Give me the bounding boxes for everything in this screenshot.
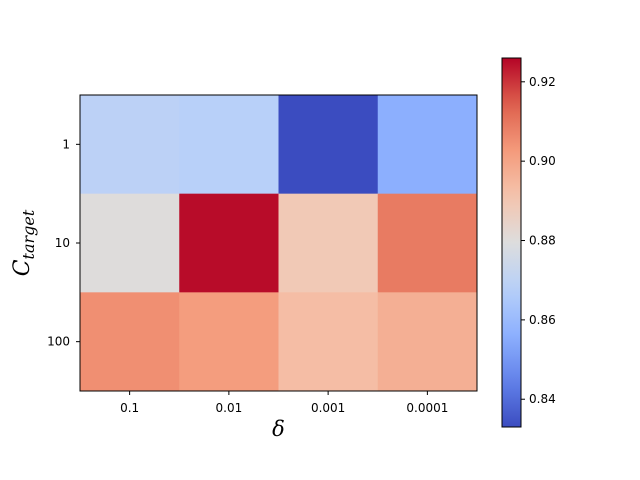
heatmap-cell-r0-c0	[80, 95, 180, 195]
heatmap-cell-r2-c1	[179, 292, 279, 392]
heatmap-cells	[80, 95, 478, 392]
y-axis-ticks: 1 10 100	[47, 137, 80, 349]
y-axis-label: Ctarget	[10, 209, 38, 276]
y-axis-label-subscript: target	[19, 209, 38, 259]
x-tick-label: 0.1	[120, 401, 139, 415]
heatmap-cell-r2-c3	[377, 292, 478, 392]
colorbar	[502, 58, 521, 427]
y-tick-label: 10	[55, 236, 70, 250]
heatmap-cell-r0-c3	[377, 95, 478, 195]
heatmap-cell-r1-c2	[278, 193, 379, 293]
heatmap-cell-r1-c0	[80, 193, 180, 293]
x-tick-label: 0.0001	[406, 401, 448, 415]
heatmap-cell-r1-c1	[179, 193, 279, 293]
colorbar-tick-label: 0.90	[529, 154, 556, 168]
colorbar-tick-label: 0.86	[529, 313, 556, 327]
colorbar-frame	[501, 57, 522, 428]
x-tick-label: 0.01	[216, 401, 243, 415]
colorbar-tick-label: 0.92	[529, 75, 556, 89]
colorbar-tick-label: 0.84	[529, 392, 556, 406]
heatmap-cell-r1-c3	[377, 193, 478, 293]
heatmap-cell-r2-c2	[278, 292, 379, 392]
colorbar-ticks: 0.84 0.86 0.88 0.90 0.92	[521, 75, 556, 406]
heatmap-cell-r2-c0	[80, 292, 180, 392]
x-axis-ticks: 0.1 0.01 0.001 0.0001	[120, 391, 448, 415]
x-tick-label: 0.001	[311, 401, 345, 415]
y-axis-label-main: C	[10, 259, 35, 276]
heatmap-cell-r0-c2	[278, 95, 379, 195]
y-tick-label: 1	[62, 137, 70, 151]
svg-text:Ctarget: Ctarget	[10, 209, 38, 276]
colorbar-tick-label: 0.88	[529, 234, 556, 248]
x-axis-label: δ	[272, 417, 285, 441]
y-tick-label: 100	[47, 335, 70, 349]
heatmap-cell-r0-c1	[179, 95, 279, 195]
